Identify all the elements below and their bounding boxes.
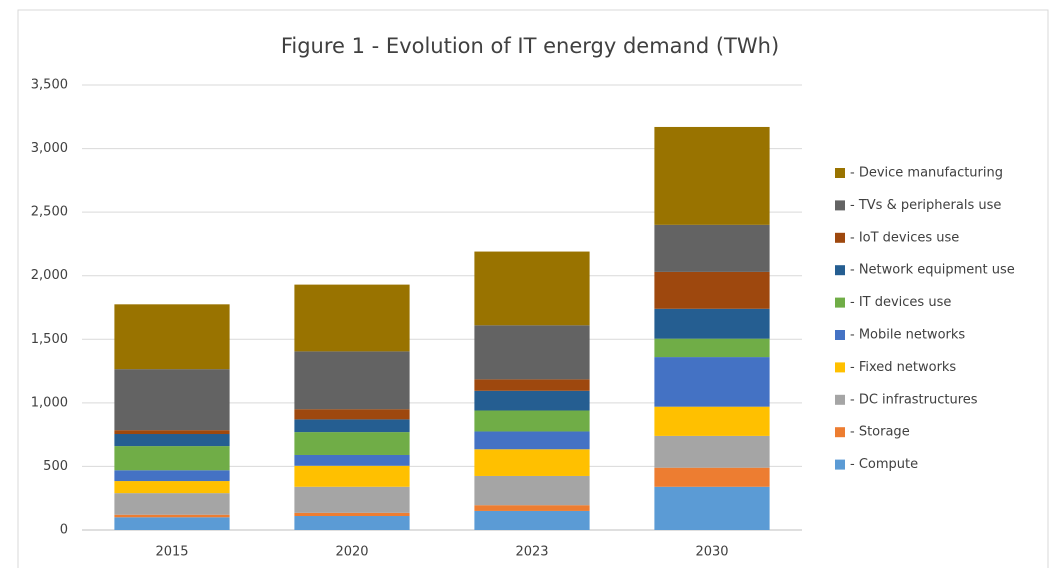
bar-segment xyxy=(294,454,410,466)
legend-swatch xyxy=(835,427,845,438)
y-tick-label: 0 xyxy=(60,523,68,538)
bar-segment xyxy=(654,271,770,309)
bar-segment xyxy=(654,435,770,468)
legend-swatch xyxy=(835,362,845,373)
x-tick-label: 2023 xyxy=(515,545,548,560)
bar-segment xyxy=(294,465,410,487)
legend-label: - DC infrastructures xyxy=(850,392,978,407)
bar-segment xyxy=(294,516,410,530)
y-tick-label: 1,500 xyxy=(31,332,68,347)
legend-label: - Device manufacturing xyxy=(850,166,1003,181)
bar-segment xyxy=(114,430,230,435)
legend-label: - Storage xyxy=(850,425,910,440)
bar-segment xyxy=(294,351,410,410)
y-tick-label: 3,500 xyxy=(31,78,68,93)
bar-segment xyxy=(114,517,230,530)
bar-segment xyxy=(474,431,590,450)
legend-swatch xyxy=(835,459,845,470)
bar-segment xyxy=(654,467,770,487)
legend-swatch xyxy=(835,232,845,243)
bar-segment xyxy=(114,493,230,515)
bar-segment xyxy=(294,409,410,420)
x-tick-label: 2020 xyxy=(335,545,368,560)
bar-segment xyxy=(654,224,770,272)
legend-swatch xyxy=(835,168,845,178)
bar-segment xyxy=(654,486,770,530)
bar-segment xyxy=(114,369,230,431)
bar-segment xyxy=(114,434,230,447)
chart-title: Figure 1 - Evolution of IT energy demand… xyxy=(281,34,779,58)
bar-segment xyxy=(474,251,590,326)
bar-segment xyxy=(474,379,590,391)
bar-segment xyxy=(474,325,590,380)
bar-segment xyxy=(474,449,590,476)
x-tick-label: 2030 xyxy=(695,545,728,560)
bar-segment xyxy=(114,470,230,482)
bar-segment xyxy=(474,475,590,506)
legend-label: - Network equipment use xyxy=(850,263,1015,278)
bar-segment xyxy=(654,308,770,339)
legend-label: - TVs & peripherals use xyxy=(850,198,1001,213)
legend-label: - Compute xyxy=(850,457,918,472)
bar-segment xyxy=(114,481,230,494)
legend-swatch xyxy=(835,265,845,276)
legend-swatch xyxy=(835,297,845,308)
bar-segment xyxy=(474,410,590,432)
bar-segment xyxy=(114,446,230,471)
bar-segment xyxy=(474,390,590,411)
bar-segment xyxy=(294,512,410,517)
legend-label: - IoT devices use xyxy=(850,230,959,245)
bar-segment xyxy=(654,338,770,358)
legend-label: - IT devices use xyxy=(850,295,951,310)
x-tick-label: 2015 xyxy=(155,545,188,560)
bar-segment xyxy=(294,486,410,513)
y-tick-label: 2,000 xyxy=(31,268,68,283)
y-tick-label: 3,000 xyxy=(31,141,68,156)
bar-segment xyxy=(114,304,230,370)
bar-segment xyxy=(474,505,590,511)
bar-segment xyxy=(474,510,590,530)
y-tick-label: 500 xyxy=(43,459,68,474)
legend-label: - Fixed networks xyxy=(850,360,956,375)
legend-swatch xyxy=(835,200,845,211)
bar-segment xyxy=(294,419,410,433)
y-tick-label: 1,000 xyxy=(31,395,68,410)
bar-segment xyxy=(294,432,410,455)
legend-label: - Mobile networks xyxy=(850,328,965,343)
legend-swatch xyxy=(835,394,845,405)
bar-segment xyxy=(654,406,770,436)
bar-segment xyxy=(114,514,230,518)
y-tick-label: 2,500 xyxy=(31,205,68,220)
legend-swatch xyxy=(835,330,845,340)
bar-segment xyxy=(654,357,770,407)
bar-segment xyxy=(654,126,770,225)
bar-segment xyxy=(294,284,410,352)
